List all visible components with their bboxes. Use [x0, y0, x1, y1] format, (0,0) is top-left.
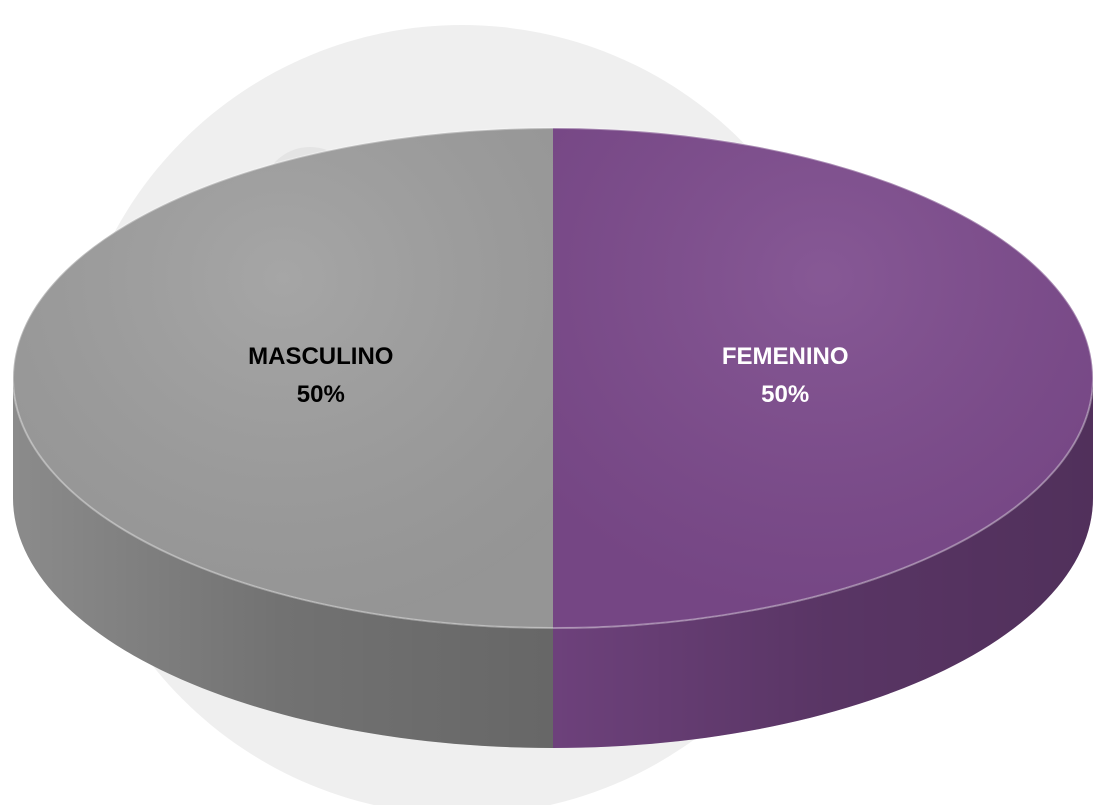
label-category: MASCULINO — [248, 343, 393, 370]
pie-rim — [12, 127, 1094, 629]
slice-side-shade — [13, 378, 553, 748]
slice-gloss — [553, 128, 1093, 628]
label-category: FEMENINO — [722, 343, 849, 370]
pie-sides — [13, 378, 1093, 748]
slice-side-shade — [553, 378, 1093, 748]
pie-tops — [12, 127, 1094, 629]
slice-gloss — [13, 128, 553, 628]
data-label: MASCULINO 50% — [248, 343, 393, 408]
data-labels: MASCULINO 50% FEMENINO 50% — [248, 343, 848, 408]
label-value: 50% — [761, 381, 809, 408]
label-value: 50% — [297, 381, 345, 408]
data-label: FEMENINO 50% — [722, 343, 849, 408]
